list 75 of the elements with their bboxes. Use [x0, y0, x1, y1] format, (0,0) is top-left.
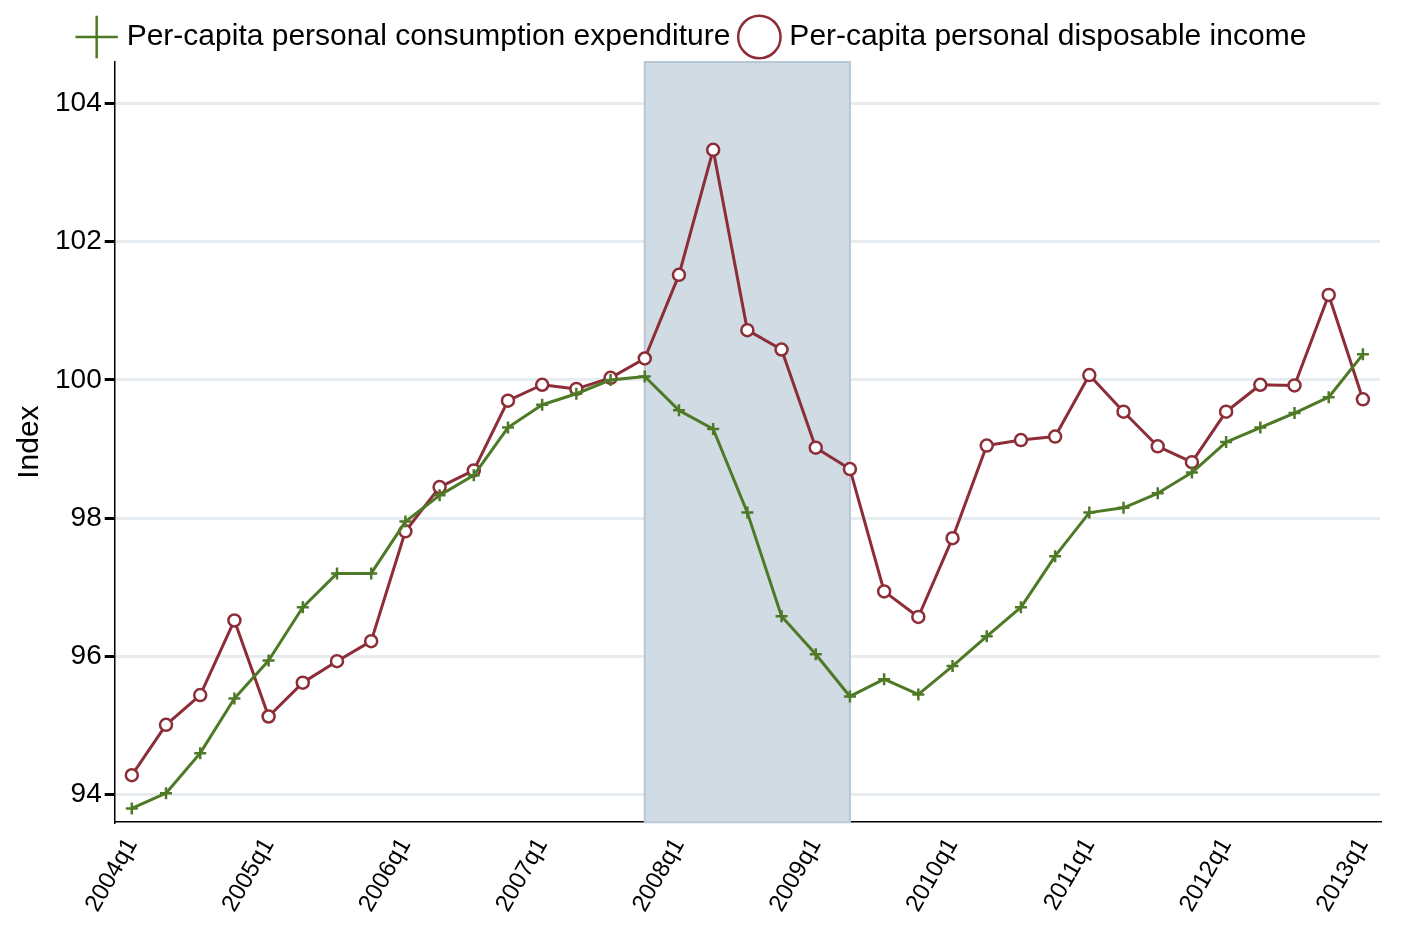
point [911, 609, 926, 625]
point [876, 584, 892, 599]
legend-label: Per-capita personal disposable income [789, 18, 1307, 52]
point [637, 351, 653, 366]
point [740, 322, 755, 338]
point [398, 514, 413, 529]
point [124, 768, 140, 783]
point [945, 658, 960, 674]
point [1150, 439, 1165, 454]
point [1116, 404, 1131, 419]
point [1253, 420, 1268, 435]
point [1047, 429, 1063, 444]
point [466, 468, 482, 483]
point [911, 687, 926, 702]
point [1082, 505, 1097, 520]
point [192, 687, 208, 703]
point [500, 393, 516, 408]
point [158, 785, 174, 801]
point [740, 505, 755, 520]
point [1355, 392, 1371, 407]
point [227, 613, 242, 628]
point [945, 530, 960, 546]
point [1013, 600, 1029, 615]
point [295, 675, 311, 690]
y-tick-label: 94 [70, 777, 102, 809]
point [363, 633, 379, 649]
legend-label: Per-capita personal consumption expenditure [126, 18, 731, 52]
point [1321, 287, 1336, 303]
point [500, 420, 516, 435]
point [569, 386, 584, 401]
point [979, 438, 994, 453]
point [1116, 500, 1131, 516]
point [671, 403, 687, 418]
point [261, 709, 276, 724]
y-tick-label: 96 [70, 639, 102, 671]
point [1082, 367, 1097, 383]
point [1047, 548, 1063, 564]
point [124, 801, 140, 816]
point [1184, 454, 1200, 470]
point [1287, 405, 1302, 421]
y-tick-label: 98 [70, 500, 102, 532]
y-tick-label: 102 [55, 224, 102, 256]
point [1013, 432, 1029, 448]
point [1287, 378, 1302, 393]
point [1218, 434, 1234, 450]
point [1321, 389, 1336, 405]
point [842, 461, 858, 477]
point [295, 600, 311, 615]
point [637, 369, 653, 384]
point [534, 377, 550, 393]
point [192, 745, 208, 761]
point [671, 267, 687, 283]
point [774, 342, 789, 357]
point [1218, 404, 1234, 419]
point [432, 488, 447, 503]
point [1150, 486, 1165, 501]
point [808, 647, 823, 662]
point [808, 440, 823, 455]
point [774, 609, 789, 624]
point [329, 653, 345, 669]
point [876, 671, 892, 687]
point [261, 653, 276, 668]
point [534, 397, 550, 413]
point [842, 689, 858, 704]
point [1355, 347, 1371, 362]
y-axis-title: Index [11, 405, 45, 479]
y-tick-label: 100 [55, 362, 102, 394]
point [705, 421, 721, 437]
point [979, 629, 994, 644]
point [1184, 465, 1200, 480]
point [158, 717, 174, 733]
point [705, 142, 721, 158]
y-tick-label: 104 [55, 86, 102, 118]
point [1253, 377, 1268, 393]
point [227, 691, 242, 706]
